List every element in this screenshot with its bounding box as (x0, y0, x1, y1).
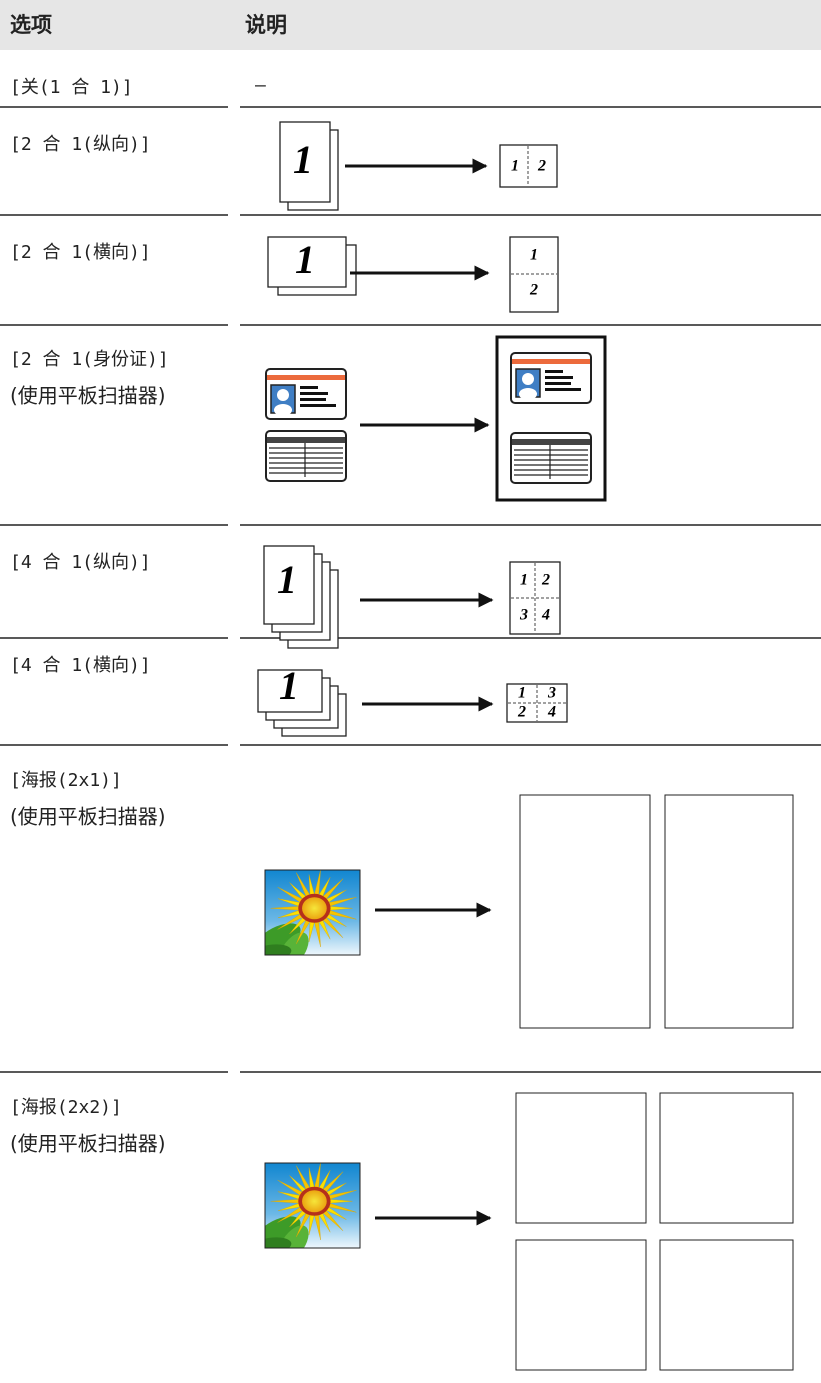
option: (使用平板扫描器) (10, 1132, 166, 1156)
diagram: 1 1 2 (279, 121, 558, 211)
option: [2 合 1(横向)] (10, 242, 151, 263)
page-number: 3 (547, 685, 556, 702)
diagram: 1 1 2 (267, 236, 559, 313)
option: (使用平板扫描器) (10, 805, 166, 829)
option: [关(1 合 1)] (10, 77, 133, 98)
page-number: 2 (529, 282, 538, 299)
page-number: 1 (511, 158, 519, 175)
diagram (264, 794, 794, 1029)
diagram (265, 335, 607, 502)
header-cell: 说明 (245, 13, 287, 37)
page-number: 1 (520, 572, 528, 589)
option: (使用平板扫描器) (10, 384, 166, 408)
page-number: 1 (293, 137, 313, 182)
page-number: 2 (517, 704, 526, 721)
option: [2 合 1(纵向)] (10, 134, 151, 155)
page-number: 1 (295, 237, 315, 282)
option: [4 合 1(横向)] (10, 655, 151, 676)
page-number: 2 (541, 572, 550, 589)
option: [2 合 1(身份证)] (10, 349, 169, 370)
page-number: 1 (279, 663, 299, 708)
page-number: 1 (518, 685, 526, 702)
header-cell: 选项 (10, 13, 52, 37)
description: – (255, 75, 266, 96)
page-number: 3 (519, 607, 528, 624)
option: [海报(2x1)] (10, 770, 122, 791)
header-bg (0, 0, 821, 50)
option: [海报(2x2)] (10, 1097, 122, 1118)
page-number: 1 (530, 247, 538, 264)
diagram (264, 1092, 794, 1371)
diagram: 1 1 2 3 4 (263, 545, 561, 649)
page-number: 4 (547, 704, 556, 721)
option: [4 合 1(纵向)] (10, 552, 151, 573)
page-number: 1 (277, 557, 297, 602)
page-number: 4 (541, 607, 550, 624)
diagram: 1 1 3 2 4 (257, 663, 568, 737)
page-number: 2 (537, 158, 546, 175)
